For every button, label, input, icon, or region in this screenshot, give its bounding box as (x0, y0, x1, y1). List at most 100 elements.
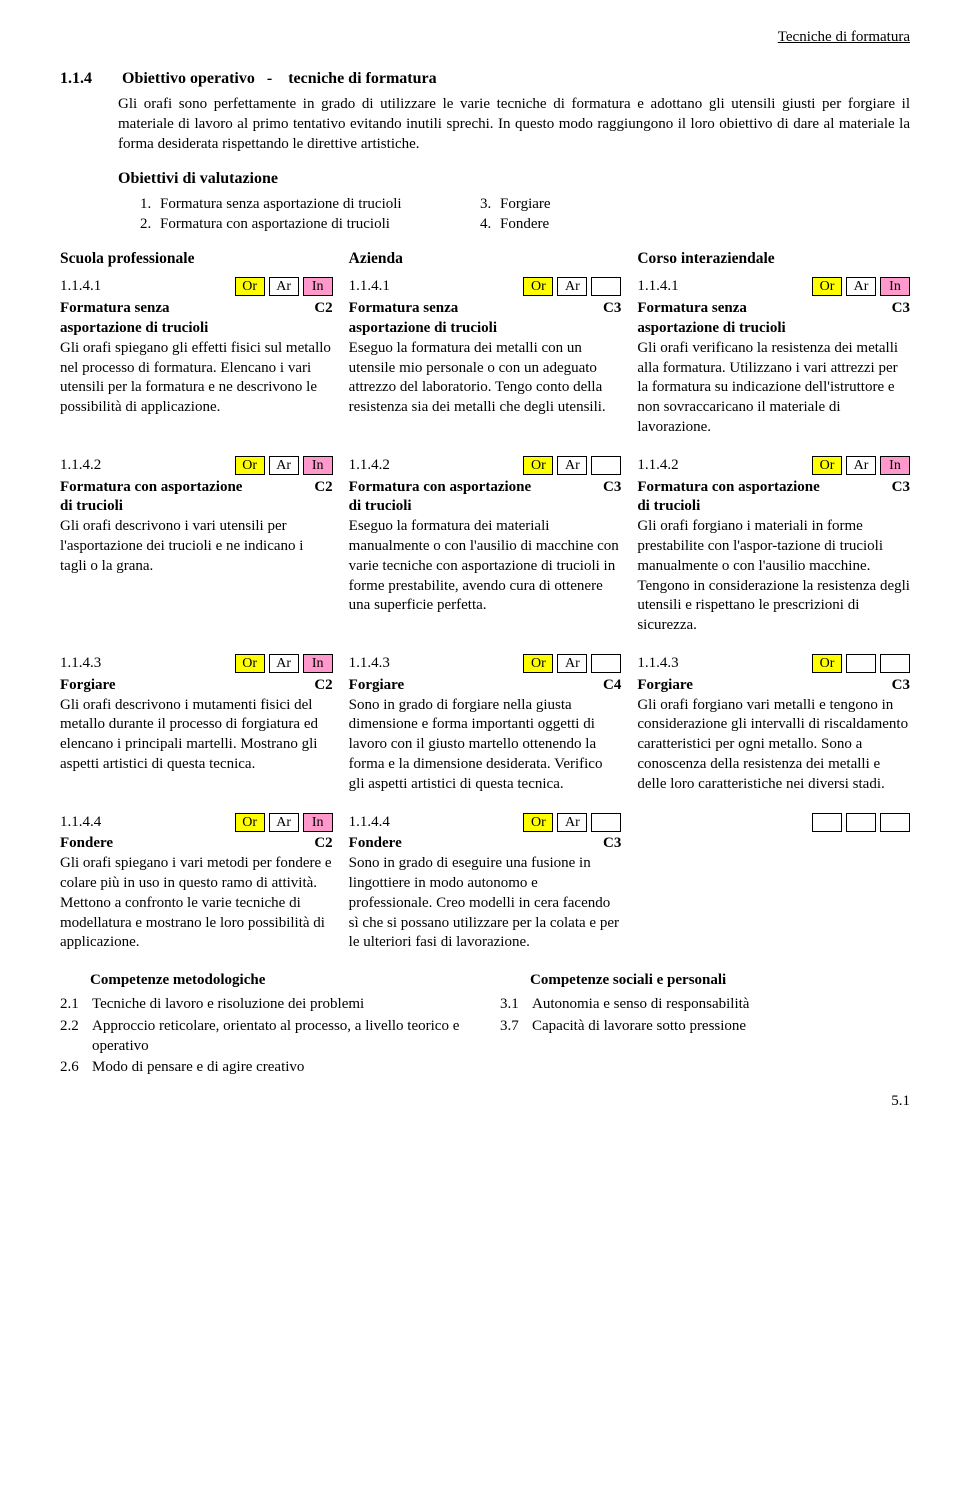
item-number: 1.1.4.4 (60, 813, 101, 833)
tag-or: Or (523, 277, 553, 296)
tag-or: Or (523, 813, 553, 832)
competence-item: 2.6Modo di pensare e di agire creativo (60, 1058, 470, 1078)
col-header-a: Scuola professionale (60, 249, 333, 269)
item-subtitle: asportazione di trucioli (60, 319, 333, 339)
tag-or: Or (235, 277, 265, 296)
col-header-b: Azienda (349, 249, 622, 269)
obj-text: Forgiare (500, 196, 551, 212)
content-row: 1.1.4.4OrArInFondereC2Gli orafi spiegano… (60, 813, 910, 954)
col-header-c: Corso interaziendale (637, 249, 910, 269)
tag-blank (880, 654, 910, 673)
tag-blank (846, 654, 876, 673)
obj-num: 3. (480, 195, 500, 215)
tag-group: OrAr (523, 277, 621, 296)
content-row: 1.1.4.3OrArInForgiareC2Gli orafi descriv… (60, 654, 910, 795)
item-number: 1.1.4.1 (637, 277, 678, 297)
item-subtitle: di trucioli (349, 497, 622, 517)
item-description: Eseguo la formatura dei metalli con un u… (349, 339, 622, 418)
tag-blank (591, 654, 621, 673)
item-number: 1.1.4.3 (637, 654, 678, 674)
item-title: Fondere (349, 834, 402, 854)
tag-ar: Ar (557, 813, 587, 832)
tag-group: OrAr (523, 654, 621, 673)
item-level: C2 (314, 834, 332, 854)
tag-group: OrArIn (812, 277, 910, 296)
comp-left-title: Competenze metodologiche (90, 971, 470, 991)
item-title: Forgiare (60, 676, 116, 696)
tag-or: Or (812, 277, 842, 296)
item-description: Gli orafi descrivono i mutamenti fisici … (60, 696, 333, 775)
content-row: 1.1.4.2 OrArIn Formatura con asportazione C… (60, 456, 910, 636)
obj-num: 4. (480, 215, 500, 235)
item-level: C3 (892, 676, 910, 696)
item-subtitle: di trucioli (637, 497, 910, 517)
tag-ar: Ar (269, 277, 299, 296)
tag-group: OrArIn (235, 456, 333, 475)
item-description: Sono in grado di eseguire una fusione in… (349, 854, 622, 953)
content-row: 1.1.4.1OrArInFormatura senzaC2asportazio… (60, 277, 910, 437)
tag-or: Or (235, 813, 265, 832)
item-level: C3 (603, 299, 621, 319)
tag-ar: Ar (557, 654, 587, 673)
competence-number: 3.1 (500, 995, 532, 1015)
competence-text: Capacità di lavorare sotto pressione (532, 1017, 746, 1037)
tag-in: In (880, 277, 910, 296)
item-level: C2 (314, 676, 332, 696)
item-number: 1.1.4.2 (60, 456, 101, 476)
tag-group: OrAr (523, 456, 621, 475)
section-heading: 1.1.4 Obiettivo operativo - tecniche di … (60, 68, 910, 89)
item-description: Eseguo la formatura dei materiali manual… (349, 517, 622, 616)
obj-num: 1. (140, 195, 160, 215)
tag-ar: Ar (269, 456, 299, 475)
tag-ar: Ar (846, 277, 876, 296)
competence-text: Modo di pensare e di agire creativo (92, 1058, 304, 1078)
item-title: Fondere (60, 834, 113, 854)
item-description: Gli orafi descrivono i vari utensili per… (60, 517, 333, 576)
item-level: C3 (603, 478, 621, 498)
tag-ar: Ar (269, 654, 299, 673)
competences-row: Competenze metodologiche 2.1Tecniche di … (60, 971, 910, 1080)
tag-group: OrArIn (812, 456, 910, 475)
tag-blank (880, 813, 910, 832)
item-subtitle: di trucioli (60, 497, 333, 517)
column-headers: Scuola professionale Azienda Corso inter… (60, 249, 910, 269)
competence-item: 3.7Capacità di lavorare sotto pressione (500, 1017, 910, 1037)
competence-text: Tecniche di lavoro e risoluzione dei pro… (92, 995, 364, 1015)
competence-number: 2.6 (60, 1058, 92, 1078)
item-number: 1.1.4.1 (60, 277, 101, 297)
competence-number: 2.1 (60, 995, 92, 1015)
item-number: 1.1.4.2 (637, 456, 678, 476)
tag-ar: Ar (557, 277, 587, 296)
item-level: C3 (892, 478, 910, 498)
page-footer: 5.1 (60, 1092, 910, 1112)
item-number: 1.1.4.4 (349, 813, 390, 833)
content-cell: 1.1.4.4OrArFondereC3Sono in grado di ese… (349, 813, 622, 954)
item-title: Formatura senza (637, 299, 747, 319)
section-number: 1.1.4 (60, 68, 118, 89)
item-description: Sono in grado di forgiare nella giusta d… (349, 696, 622, 795)
section-title-sep: - (267, 70, 272, 87)
tag-ar: Ar (557, 456, 587, 475)
competence-item: 3.1Autonomia e senso di responsabilità (500, 995, 910, 1015)
tag-ar: Ar (269, 813, 299, 832)
content-cell: 1.1.4.3OrForgiareC3Gli orafi forgiano va… (637, 654, 910, 795)
item-description: Gli orafi spiegano i vari metodi per fon… (60, 854, 333, 953)
competence-number: 3.7 (500, 1017, 532, 1037)
competence-number: 2.2 (60, 1017, 92, 1057)
tag-or: Or (235, 456, 265, 475)
tag-or: Or (523, 456, 553, 475)
tag-or: Or (812, 654, 842, 673)
item-level: C4 (603, 676, 621, 696)
tag-group (812, 813, 910, 832)
competence-text: Autonomia e senso di responsabilità (532, 995, 749, 1015)
item-level: C2 (314, 478, 332, 498)
item-title: Forgiare (637, 676, 693, 696)
tag-ar: Ar (846, 456, 876, 475)
item-description: Gli orafi spiegano gli effetti fisici su… (60, 339, 333, 418)
item-title: Formatura senza (60, 299, 170, 319)
content-cell: 1.1.4.1OrArInFormatura senzaC2asportazio… (60, 277, 333, 437)
item-subtitle: asportazione di trucioli (637, 319, 910, 339)
item-title: Formatura con asportazione (349, 478, 531, 498)
item-number: 1.1.4.3 (349, 654, 390, 674)
obj-num: 2. (140, 215, 160, 235)
